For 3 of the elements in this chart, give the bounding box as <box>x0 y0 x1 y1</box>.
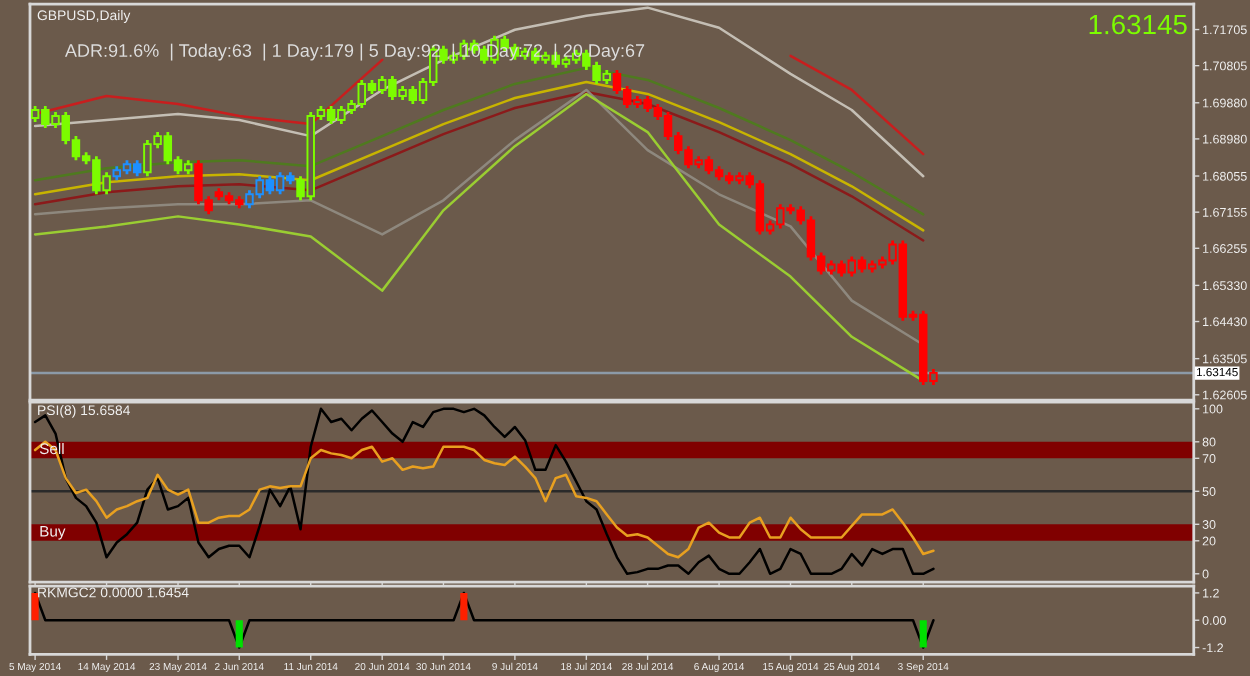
line-series <box>33 407 935 576</box>
annotation: 1.63145 <box>1089 14 1187 35</box>
line-series <box>33 440 935 559</box>
